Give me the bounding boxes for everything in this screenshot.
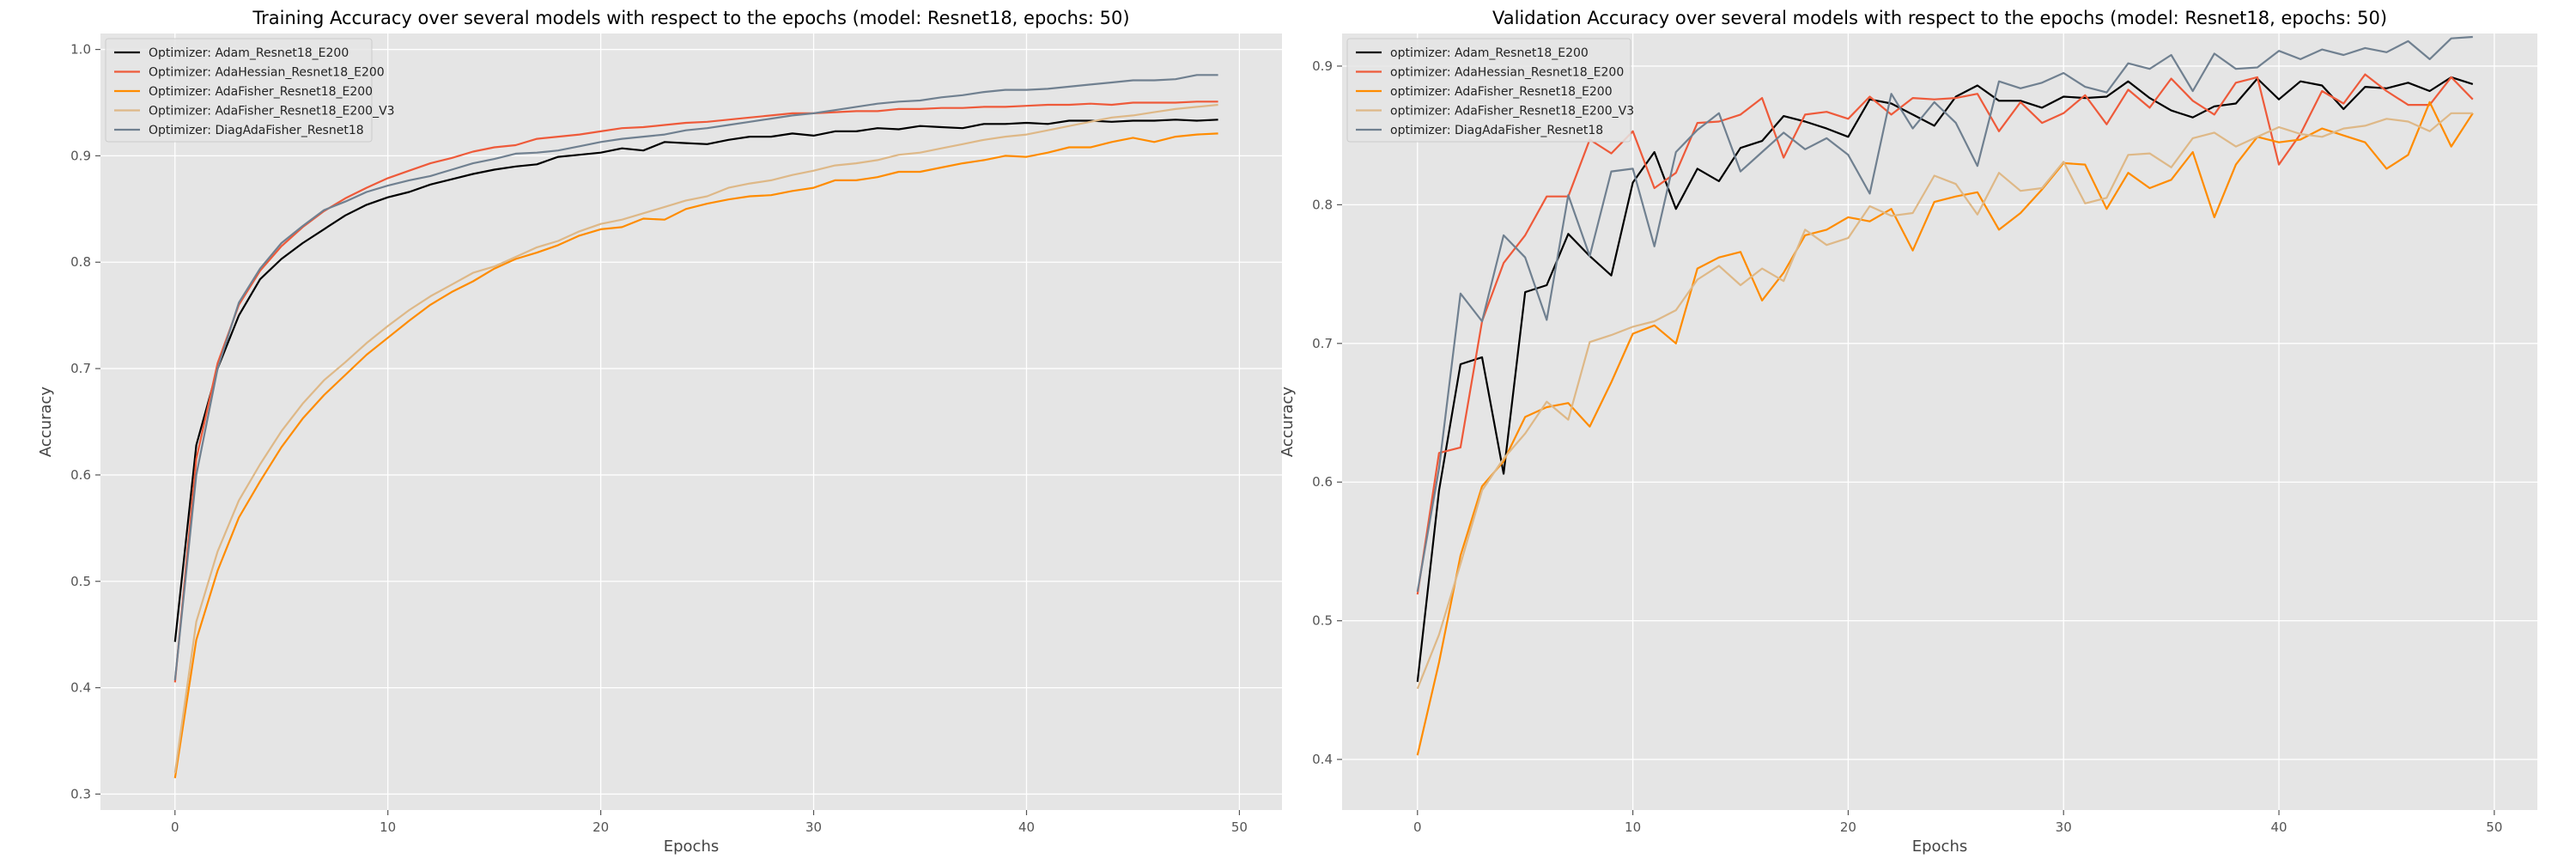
legend-box xyxy=(1346,38,1631,143)
x-tick-label: 0 xyxy=(1413,819,1422,835)
x-tick-label: 40 xyxy=(2270,819,2287,835)
series-line-5 xyxy=(1416,35,2473,592)
x-tick-label: 20 xyxy=(1840,819,1856,835)
x-axis-label: Epochs xyxy=(664,838,720,856)
series-line-4 xyxy=(173,103,1218,773)
chart-title: Training Accuracy over several models wi… xyxy=(252,8,1129,28)
x-tick-label: 50 xyxy=(1231,819,1248,835)
y-tick-label: 0.6 xyxy=(70,467,91,483)
series-line-3 xyxy=(1416,101,2474,756)
y-tick-label: 0.6 xyxy=(1312,474,1333,490)
y-tick-label: 0.4 xyxy=(1312,752,1333,767)
x-tick-label: 40 xyxy=(1018,819,1035,835)
y-tick-label: 0.7 xyxy=(1312,336,1333,351)
y-tick-label: 0.9 xyxy=(1312,58,1333,74)
series-line-1 xyxy=(1416,76,2474,682)
x-tick-label: 10 xyxy=(380,819,396,835)
legend-entry-3: optimizer: AdaFisher_Resnet18_E200 xyxy=(1390,85,1613,99)
y-tick-label: 0.8 xyxy=(1312,197,1333,212)
legend-entry-4: Optimizer: AdaFisher_Resnet18_E200_V3 xyxy=(149,105,395,119)
series-line-1 xyxy=(173,119,1218,643)
x-tick-label: 50 xyxy=(2486,819,2502,835)
series-line-4 xyxy=(1416,112,2473,690)
validation-accuracy-chart: 0 10 20 30 40 50 0.4 0.5 0.6 0.7 0.8 0.9 Validation … xyxy=(1279,8,2537,856)
y-tick-label: 0.5 xyxy=(1312,613,1333,629)
legend-entry-1: Optimizer: Adam_Resnet18_E200 xyxy=(149,46,349,60)
y-tick-label: 0.7 xyxy=(70,361,91,376)
plot-area xyxy=(1342,34,2537,810)
legend: Optimizer: Adam_Resnet18_E200 Optimizer: … xyxy=(105,38,395,143)
x-tick-label: 30 xyxy=(805,819,822,835)
legend-entry-1: optimizer: Adam_Resnet18_E200 xyxy=(1390,46,1589,60)
x-tick-label: 20 xyxy=(592,819,609,835)
y-tick-label: 0.9 xyxy=(70,148,91,163)
legend-entry-5: Optimizer: DiagAdaFisher_Resnet18 xyxy=(149,124,364,137)
y-axis-label: Accuracy xyxy=(1279,387,1297,458)
legend: optimizer: Adam_Resnet18_E200 optimizer: … xyxy=(1346,38,1634,143)
y-tick-label: 0.4 xyxy=(70,680,91,696)
x-tick-label: 0 xyxy=(171,819,179,835)
legend-entry-5: optimizer: DiagAdaFisher_Resnet18 xyxy=(1390,124,1603,137)
legend-entry-2: Optimizer: AdaHessian_Resnet18_E200 xyxy=(149,66,385,80)
y-tick-label: 0.3 xyxy=(70,786,91,801)
legend-entry-4: optimizer: AdaFisher_Resnet18_E200_V3 xyxy=(1390,105,1634,119)
x-tick-label: 30 xyxy=(2056,819,2072,835)
x-tick-label: 10 xyxy=(1625,819,1641,835)
plot-area xyxy=(100,34,1282,810)
legend-entry-3: Optimizer: AdaFisher_Resnet18_E200 xyxy=(149,85,373,99)
training-accuracy-chart: 0 10 20 30 40 50 0.3 0.4 0.5 0.6 0.7 0.8 0.9 1.0 Train… xyxy=(37,8,1282,856)
series-line-2 xyxy=(173,101,1218,683)
legend-box xyxy=(105,38,373,143)
chart-title: Validation Accuracy over several models … xyxy=(1492,8,2387,28)
y-tick-label: 0.5 xyxy=(70,574,91,589)
legend-entry-2: optimizer: AdaHessian_Resnet18_E200 xyxy=(1390,66,1624,80)
series-line-3 xyxy=(173,132,1218,778)
x-axis-label: Epochs xyxy=(1912,838,1968,856)
series-line-5 xyxy=(173,74,1218,681)
y-tick-label: 0.8 xyxy=(70,254,91,270)
y-tick-label: 1.0 xyxy=(70,42,91,58)
y-axis-label: Accuracy xyxy=(37,387,55,458)
